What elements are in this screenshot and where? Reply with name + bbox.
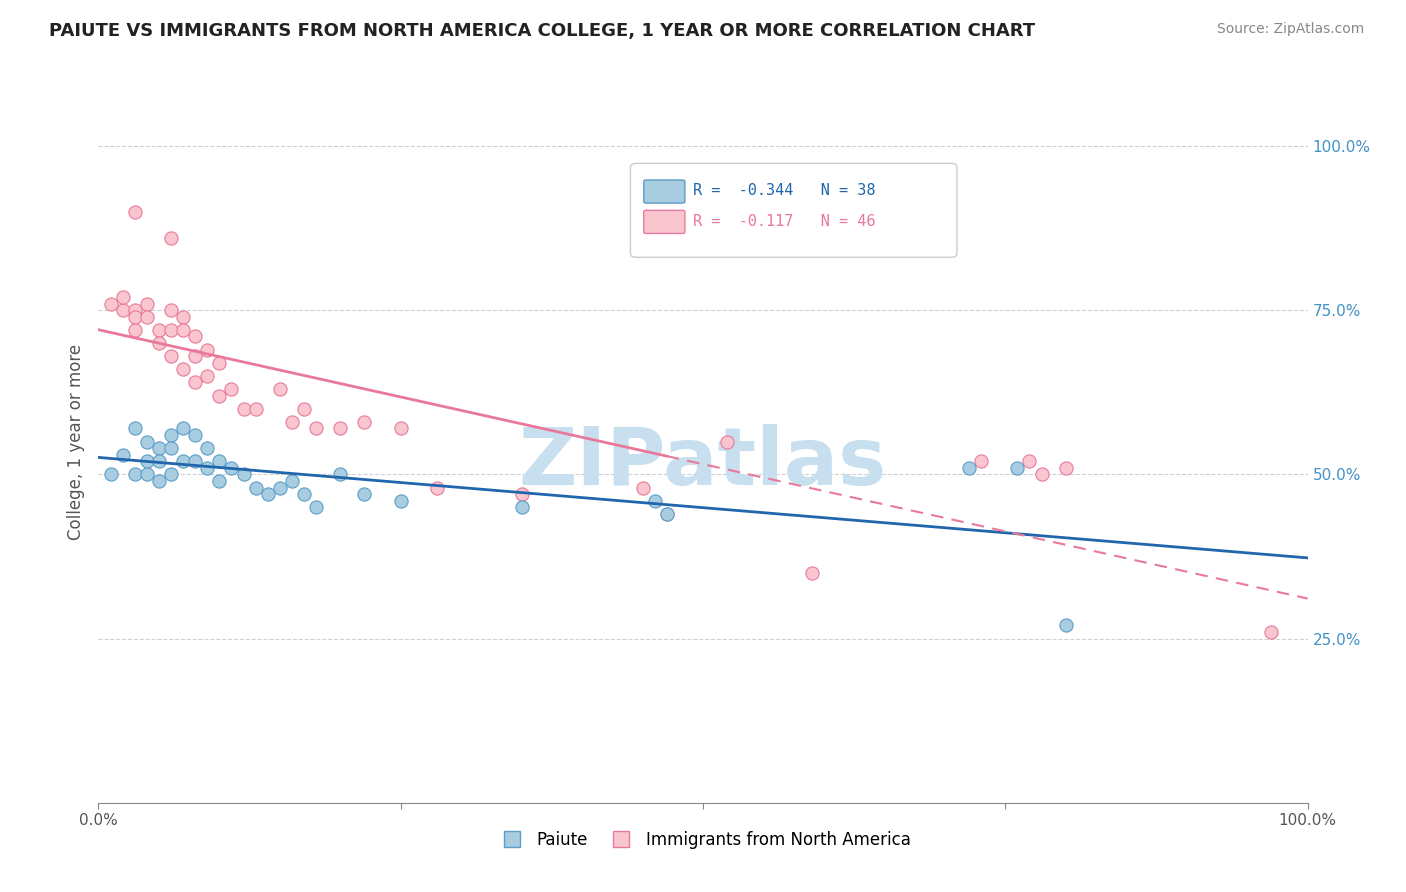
Text: R =  -0.117   N = 46: R = -0.117 N = 46	[693, 214, 876, 229]
Point	[329, 467, 352, 482]
Text: PAIUTE VS IMMIGRANTS FROM NORTH AMERICA COLLEGE, 1 YEAR OR MORE CORRELATION CHAR: PAIUTE VS IMMIGRANTS FROM NORTH AMERICA …	[49, 22, 1035, 40]
Point	[184, 349, 207, 363]
Point	[160, 467, 183, 482]
Point	[269, 481, 291, 495]
Point	[510, 487, 533, 501]
Point	[208, 474, 231, 488]
Point	[644, 493, 666, 508]
Point	[124, 421, 146, 435]
Point	[245, 401, 267, 416]
Point	[124, 204, 146, 219]
Point	[160, 349, 183, 363]
FancyBboxPatch shape	[644, 180, 685, 203]
Point	[184, 428, 207, 442]
Point	[135, 434, 157, 449]
Point	[184, 329, 207, 343]
Point	[135, 454, 157, 468]
Point	[353, 415, 375, 429]
Point	[160, 323, 183, 337]
Text: R =  -0.344   N = 38: R = -0.344 N = 38	[693, 184, 876, 198]
Point	[100, 296, 122, 310]
Point	[172, 310, 194, 324]
Point	[245, 481, 267, 495]
Point	[111, 448, 134, 462]
Point	[160, 303, 183, 318]
Point	[256, 487, 278, 501]
Point	[655, 507, 678, 521]
Point	[208, 454, 231, 468]
Point	[232, 467, 254, 482]
Point	[957, 460, 980, 475]
Point	[800, 566, 823, 580]
Point	[148, 441, 170, 455]
Point	[148, 323, 170, 337]
FancyBboxPatch shape	[630, 163, 957, 257]
Point	[281, 474, 304, 488]
Legend: Paiute, Immigrants from North America: Paiute, Immigrants from North America	[488, 824, 918, 856]
Point	[281, 415, 304, 429]
Point	[184, 376, 207, 390]
Point	[232, 401, 254, 416]
Point	[292, 401, 315, 416]
Point	[292, 487, 315, 501]
Point	[160, 428, 183, 442]
Point	[329, 421, 352, 435]
Point	[135, 296, 157, 310]
Point	[655, 507, 678, 521]
Point	[1007, 460, 1029, 475]
Point	[269, 382, 291, 396]
Point	[1054, 460, 1077, 475]
Point	[135, 467, 157, 482]
Point	[100, 467, 122, 482]
Point	[124, 467, 146, 482]
Point	[160, 441, 183, 455]
Point	[172, 454, 194, 468]
Point	[172, 323, 194, 337]
Point	[148, 336, 170, 351]
Point	[221, 382, 243, 396]
Point	[631, 481, 654, 495]
Point	[184, 454, 207, 468]
Point	[208, 356, 231, 370]
Point	[389, 421, 412, 435]
Point	[172, 421, 194, 435]
Point	[172, 362, 194, 376]
Y-axis label: College, 1 year or more: College, 1 year or more	[66, 343, 84, 540]
Point	[716, 434, 738, 449]
Point	[426, 481, 449, 495]
Point	[970, 454, 993, 468]
Point	[160, 231, 183, 245]
Point	[111, 290, 134, 304]
Point	[195, 343, 218, 357]
Point	[1054, 618, 1077, 632]
Point	[195, 441, 218, 455]
Point	[305, 421, 328, 435]
Text: Source: ZipAtlas.com: Source: ZipAtlas.com	[1216, 22, 1364, 37]
Point	[124, 310, 146, 324]
Point	[124, 303, 146, 318]
Point	[148, 454, 170, 468]
Point	[208, 388, 231, 402]
Point	[221, 460, 243, 475]
Point	[148, 474, 170, 488]
Point	[389, 493, 412, 508]
Point	[195, 460, 218, 475]
Point	[305, 500, 328, 515]
Text: ZIPatlas: ZIPatlas	[519, 425, 887, 502]
Point	[111, 303, 134, 318]
Point	[1260, 625, 1282, 640]
Point	[124, 323, 146, 337]
Point	[353, 487, 375, 501]
Point	[510, 500, 533, 515]
FancyBboxPatch shape	[644, 211, 685, 234]
Point	[1018, 454, 1040, 468]
Point	[195, 368, 218, 383]
Point	[1031, 467, 1053, 482]
Point	[135, 310, 157, 324]
